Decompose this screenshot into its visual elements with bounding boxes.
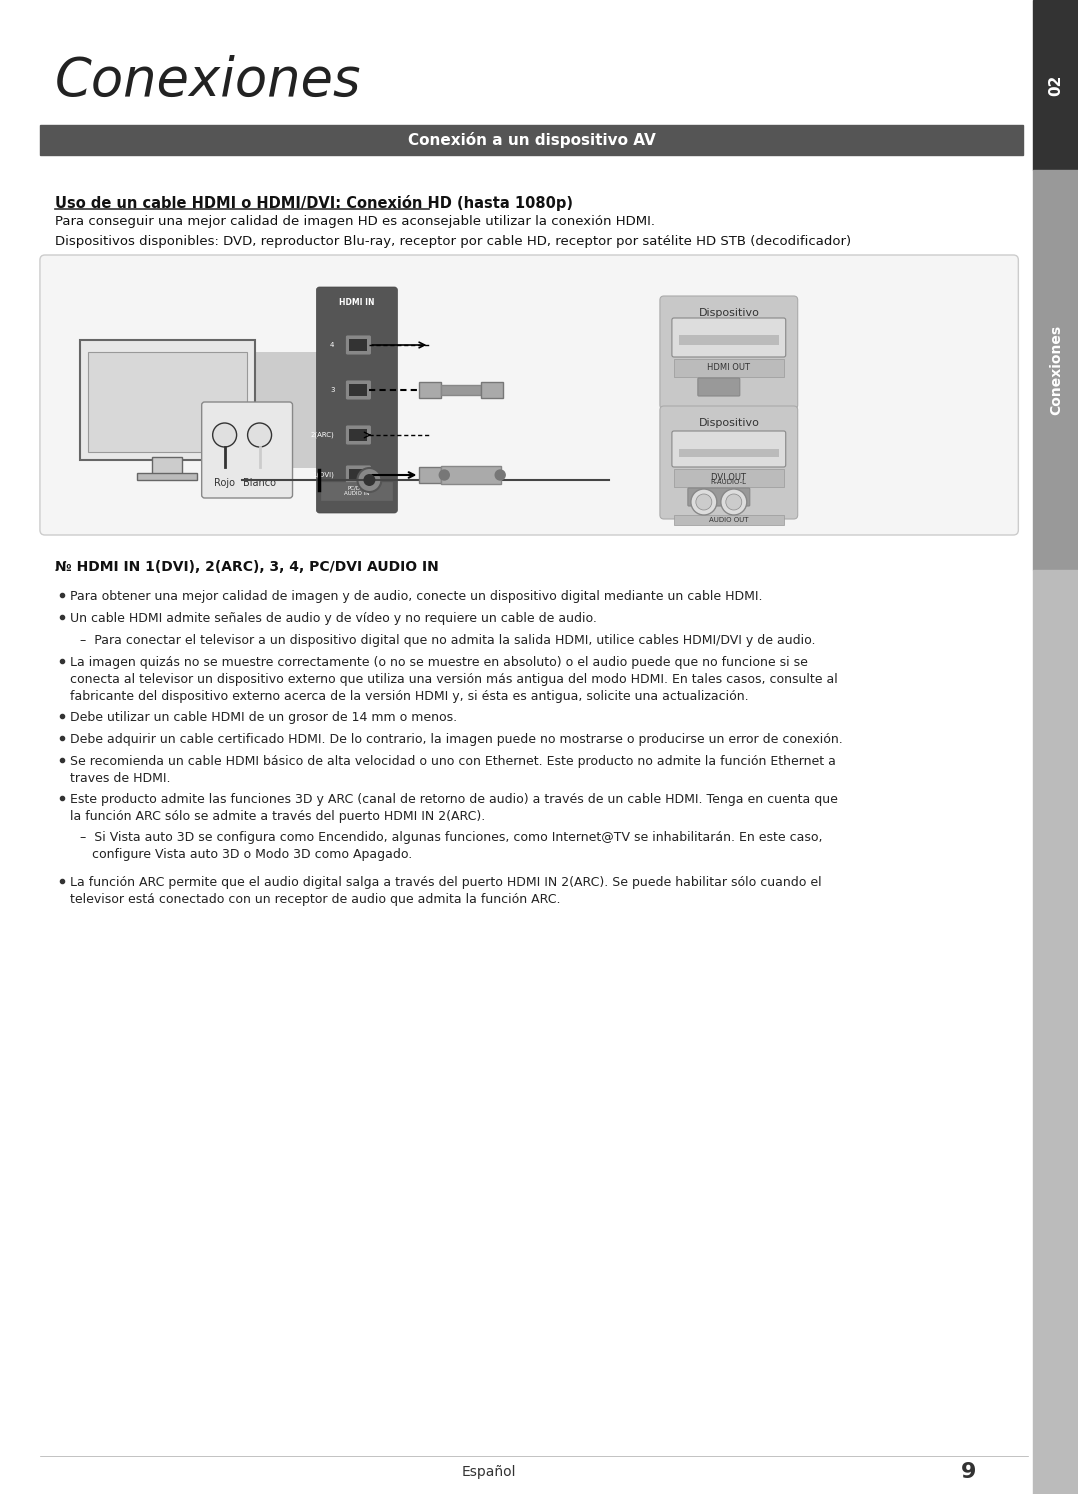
Text: Blanco: Blanco: [243, 478, 276, 489]
Bar: [674, 515, 784, 524]
FancyBboxPatch shape: [688, 489, 750, 506]
Text: № HDMI IN 1(DVI), 2(ARC), 3, 4, PC/DVI AUDIO IN: № HDMI IN 1(DVI), 2(ARC), 3, 4, PC/DVI A…: [55, 560, 438, 574]
Bar: [419, 382, 442, 397]
Text: PC/DVI
AUDIO IN: PC/DVI AUDIO IN: [345, 486, 369, 496]
Text: Dispositivo: Dispositivo: [699, 418, 759, 427]
FancyBboxPatch shape: [347, 466, 370, 484]
Text: Uso de un cable HDMI o HDMI/DVI: Conexión HD (hasta 1080p): Uso de un cable HDMI o HDMI/DVI: Conexió…: [55, 196, 572, 211]
Bar: [674, 469, 784, 487]
Text: R-AUDIO-L: R-AUDIO-L: [711, 480, 746, 486]
Text: Dispositivo: Dispositivo: [699, 308, 759, 318]
Bar: [350, 384, 367, 396]
Circle shape: [440, 471, 449, 480]
Circle shape: [357, 468, 381, 492]
Bar: [137, 474, 197, 480]
Bar: [442, 385, 482, 394]
Bar: [40, 125, 1024, 155]
Text: 2(ARC): 2(ARC): [311, 432, 335, 438]
FancyBboxPatch shape: [672, 430, 786, 468]
Bar: [350, 429, 367, 441]
FancyBboxPatch shape: [202, 402, 293, 498]
Text: 4: 4: [330, 342, 335, 348]
Text: HDMI IN: HDMI IN: [339, 297, 375, 306]
Circle shape: [496, 471, 505, 480]
Text: La imagen quizás no se muestre correctamente (o no se muestre en absoluto) o el : La imagen quizás no se muestre correctam…: [70, 656, 838, 704]
Text: Dispositivos disponibles: DVD, reproductor Blu-ray, receptor por cable HD, recep: Dispositivos disponibles: DVD, reproduct…: [55, 235, 851, 248]
FancyBboxPatch shape: [242, 353, 327, 468]
Bar: [442, 466, 501, 484]
Text: 02: 02: [1049, 75, 1064, 96]
Text: Español: Español: [462, 1466, 516, 1479]
Circle shape: [726, 495, 742, 509]
Bar: [152, 457, 181, 475]
Bar: [674, 359, 784, 376]
Text: Un cable HDMI admite señales de audio y de vídeo y no requiere un cable de audio: Un cable HDMI admite señales de audio y …: [70, 613, 597, 624]
Text: Conexiones: Conexiones: [1049, 324, 1063, 415]
Circle shape: [720, 489, 746, 515]
Text: HDMI OUT: HDMI OUT: [707, 363, 751, 372]
FancyBboxPatch shape: [347, 426, 370, 444]
Circle shape: [213, 423, 237, 447]
Text: Rojo: Rojo: [214, 478, 235, 489]
FancyBboxPatch shape: [347, 381, 370, 399]
Text: La función ARC permite que el audio digital salga a través del puerto HDMI IN 2(: La función ARC permite que el audio digi…: [70, 875, 822, 905]
Bar: [322, 483, 392, 500]
Bar: [482, 382, 503, 397]
FancyBboxPatch shape: [316, 287, 397, 512]
Circle shape: [696, 495, 712, 509]
Bar: [350, 469, 367, 481]
Text: Debe adquirir un cable certificado HDMI. De lo contrario, la imagen puede no mos: Debe adquirir un cable certificado HDMI.…: [70, 734, 842, 746]
Text: –  Si Vista auto 3D se configura como Encendido, algunas funciones, como Interne: – Si Vista auto 3D se configura como Enc…: [80, 831, 822, 861]
Circle shape: [691, 489, 717, 515]
Text: Conexiones: Conexiones: [55, 55, 362, 108]
FancyBboxPatch shape: [698, 378, 740, 396]
Circle shape: [363, 474, 376, 486]
Bar: [679, 335, 779, 345]
Bar: [679, 450, 779, 457]
Bar: [87, 353, 246, 453]
FancyBboxPatch shape: [660, 406, 798, 518]
Bar: [1034, 571, 1078, 1494]
Bar: [419, 468, 442, 483]
Text: Debe utilizar un cable HDMI de un grosor de 14 mm o menos.: Debe utilizar un cable HDMI de un grosor…: [70, 711, 457, 725]
Text: Conexión a un dispositivo AV: Conexión a un dispositivo AV: [408, 131, 656, 148]
Bar: [80, 341, 255, 460]
Text: Para obtener una mejor calidad de imagen y de audio, conecte un dispositivo digi: Para obtener una mejor calidad de imagen…: [70, 590, 762, 604]
Text: 1(DVI): 1(DVI): [312, 472, 335, 478]
Text: Se recomienda un cable HDMI básico de alta velocidad o uno con Ethernet. Este pr: Se recomienda un cable HDMI básico de al…: [70, 754, 836, 784]
FancyBboxPatch shape: [347, 336, 370, 354]
FancyBboxPatch shape: [40, 255, 1018, 535]
Text: AUDIO OUT: AUDIO OUT: [710, 517, 748, 523]
Text: DVI OUT: DVI OUT: [712, 474, 746, 483]
Text: Para conseguir una mejor calidad de imagen HD es aconsejable utilizar la conexió: Para conseguir una mejor calidad de imag…: [55, 215, 654, 229]
Circle shape: [247, 423, 271, 447]
Bar: [1034, 170, 1078, 571]
FancyBboxPatch shape: [660, 296, 798, 409]
Text: 3: 3: [330, 387, 335, 393]
FancyBboxPatch shape: [672, 318, 786, 357]
Bar: [1034, 0, 1078, 170]
Text: –  Para conectar el televisor a un dispositivo digital que no admita la salida H: – Para conectar el televisor a un dispos…: [80, 633, 815, 647]
Text: 9: 9: [961, 1463, 976, 1482]
Text: Este producto admite las funciones 3D y ARC (canal de retorno de audio) a través: Este producto admite las funciones 3D y …: [70, 793, 838, 823]
Bar: [350, 339, 367, 351]
